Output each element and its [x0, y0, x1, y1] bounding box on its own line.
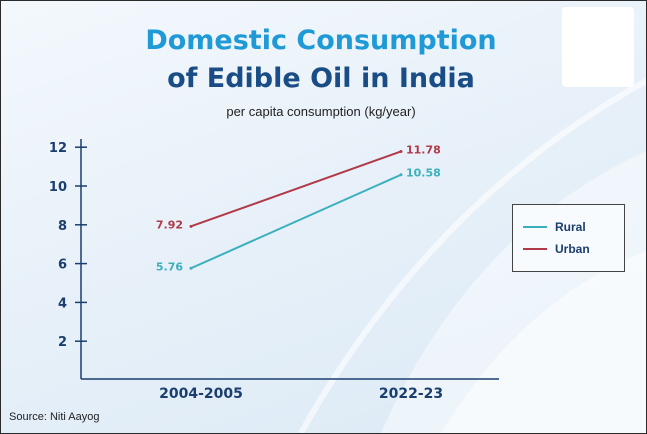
- data-point-urban: [189, 224, 193, 228]
- y-tick-label: 2: [58, 335, 67, 350]
- series-line-rural: [190, 173, 402, 270]
- y-tick-label: 12: [49, 141, 67, 156]
- source-note: Source: Niti Aayog: [9, 411, 100, 423]
- corner-logo-patch: [562, 7, 634, 87]
- legend-swatch-rural: [523, 226, 547, 228]
- data-label-urban: 11.78: [406, 143, 441, 156]
- chart-subtitle: per capita consumption (kg/year): [226, 104, 416, 119]
- data-label-urban: 7.92: [156, 218, 183, 231]
- legend-swatch-urban: [523, 248, 547, 250]
- data-label-rural: 5.76: [156, 260, 183, 273]
- legend-label-rural: Rural: [555, 220, 586, 234]
- chart-title-line1: Domestic Consumption: [145, 25, 497, 56]
- x-tick-label: 2022-23: [379, 386, 443, 402]
- data-point-rural: [399, 173, 403, 177]
- data-point-rural: [189, 266, 193, 270]
- legend: Rural Urban: [512, 204, 625, 272]
- series-line-urban: [190, 150, 402, 228]
- y-tick-label: 6: [58, 258, 67, 273]
- y-tick-label: 8: [58, 219, 67, 234]
- y-tick-label: 4: [58, 296, 67, 311]
- legend-label-urban: Urban: [555, 242, 590, 256]
- legend-item-rural: Rural: [523, 219, 586, 235]
- chart-title-line2: of Edible Oil in India: [167, 63, 475, 94]
- legend-item-urban: Urban: [523, 241, 590, 257]
- y-tick-label: 10: [49, 180, 67, 195]
- data-point-urban: [399, 149, 403, 153]
- data-label-rural: 10.58: [406, 167, 441, 180]
- x-tick-label: 2004-2005: [159, 386, 243, 402]
